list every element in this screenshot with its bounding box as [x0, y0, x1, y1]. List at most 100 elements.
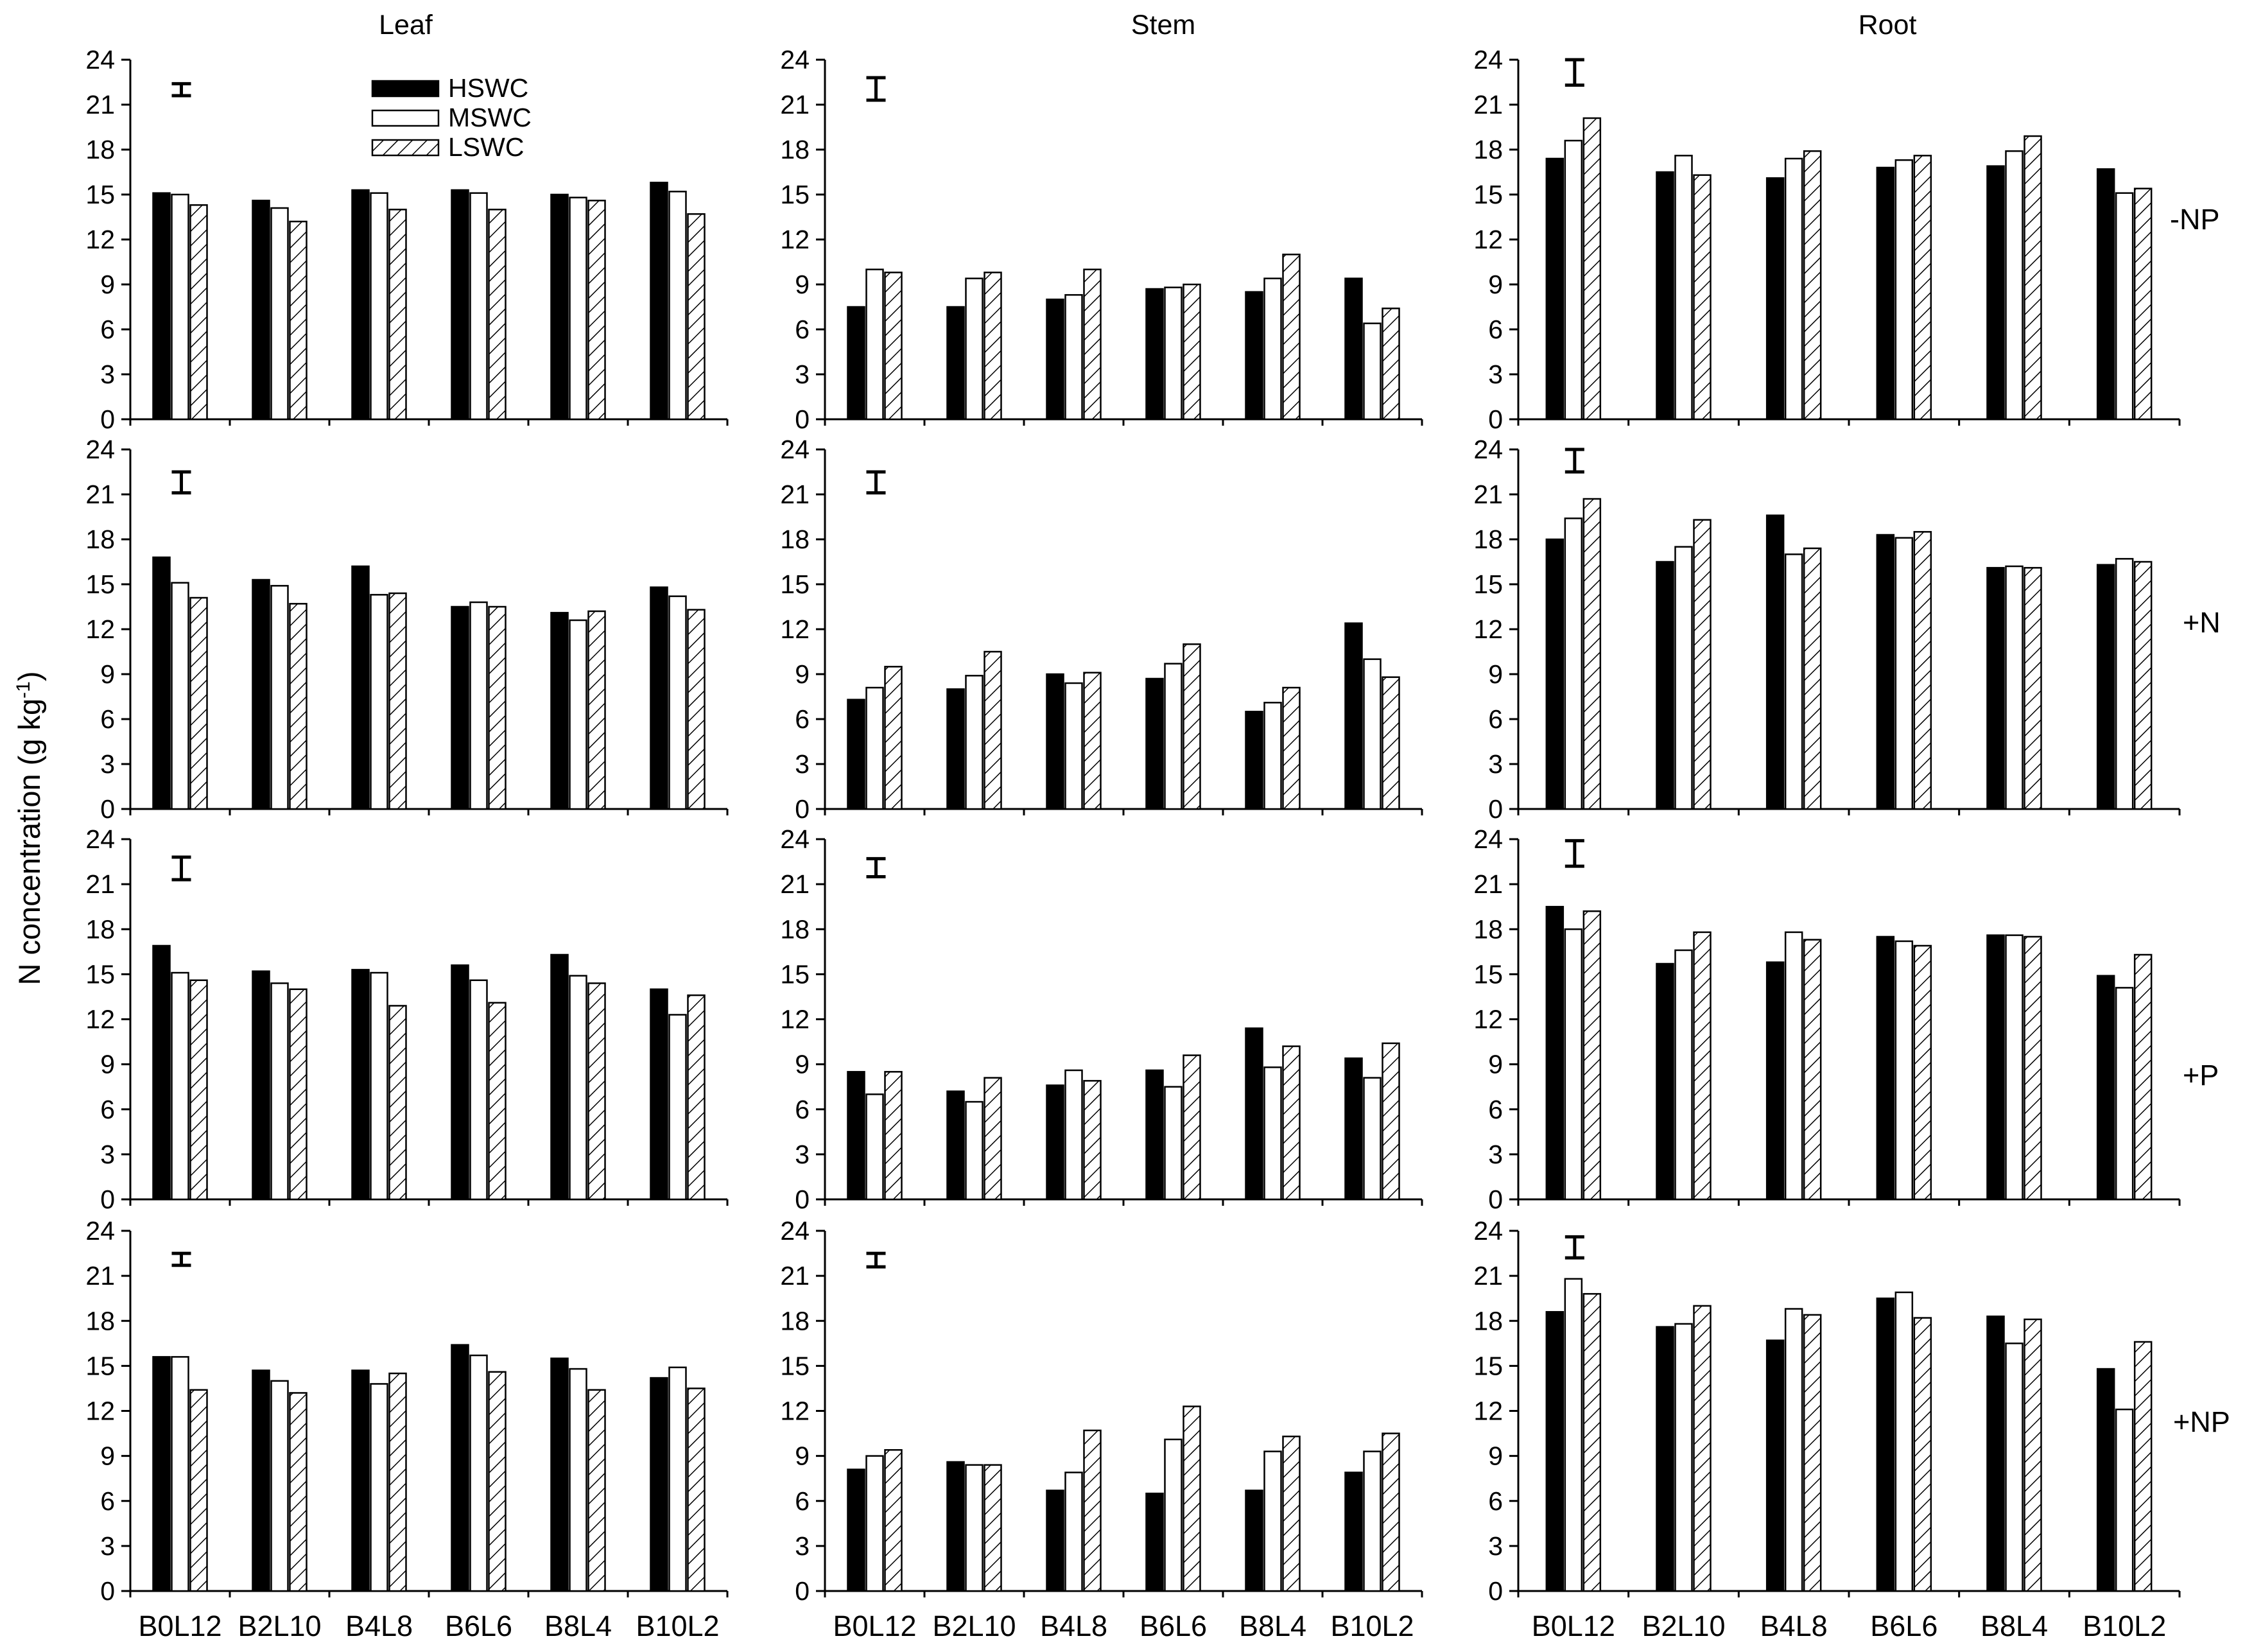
- y-tick-label: 6: [100, 1095, 115, 1124]
- y-tick-label: 21: [1473, 869, 1503, 899]
- bar-lswc-b8l4: [1282, 1435, 1301, 1592]
- y-tick-label: 21: [1473, 480, 1503, 509]
- y-tick-label: 3: [100, 360, 115, 389]
- y-tick-label: 9: [100, 1441, 115, 1471]
- bar-hswc-b4l8: [1046, 299, 1064, 421]
- y-tick-label: 15: [85, 570, 115, 599]
- bar-hswc-b6l6: [1876, 935, 1895, 1201]
- legend-swatch-mswc: [371, 109, 440, 127]
- bar-hswc-b4l8: [351, 1369, 370, 1592]
- y-tick-label: 24: [780, 824, 810, 854]
- bar-mswc-b2l10: [1674, 949, 1693, 1201]
- bar-lswc-b6l6: [1913, 1317, 1932, 1592]
- y-tick-label: 0: [795, 794, 810, 824]
- bar-mswc-b10l2: [2115, 192, 2134, 421]
- y-tick-label: 6: [100, 704, 115, 734]
- bar-mswc-b2l10: [270, 207, 289, 421]
- bar-mswc-b6l6: [1894, 940, 1914, 1201]
- bar-lswc-b0l12: [189, 204, 208, 421]
- bar-hswc-b6l6: [1145, 288, 1164, 421]
- bar-lswc-b6l6: [1183, 283, 1201, 421]
- bar-mswc-b4l8: [1064, 1069, 1083, 1201]
- y-tick-label: 21: [85, 869, 115, 899]
- bar-hswc-b0l12: [152, 944, 171, 1201]
- bar-mswc-b2l10: [965, 1464, 984, 1592]
- bar-lswc-b6l6: [488, 605, 507, 810]
- bar-lswc-b4l8: [388, 1005, 407, 1201]
- y-tick-label: 6: [100, 315, 115, 344]
- panel-root-plus-n: 0 3 6 9 12 15 18 21 24: [1473, 435, 2181, 824]
- bar-mswc-b8l4: [2005, 150, 2024, 421]
- bar-lswc-b0l12: [884, 666, 903, 810]
- bar-mswc-b10l2: [2115, 987, 2134, 1201]
- y-tick-label: 6: [1488, 704, 1503, 734]
- bar-lswc-b4l8: [388, 1372, 407, 1592]
- bar-hswc-b10l2: [1344, 1472, 1363, 1592]
- y-tick-label: 21: [780, 1261, 810, 1291]
- y-tick-label: 3: [1488, 360, 1503, 389]
- bar-hswc-b6l6: [1145, 1492, 1164, 1592]
- bar-mswc-b10l2: [1363, 1077, 1382, 1201]
- bar-lswc-b0l12: [1582, 1292, 1602, 1592]
- y-tick-label: 15: [1473, 1351, 1503, 1380]
- bar-lswc-b4l8: [388, 592, 407, 810]
- bar-lswc-b0l12: [884, 272, 903, 421]
- bar-hswc-b4l8: [1765, 961, 1785, 1201]
- x-tick-label: B2L10: [932, 1610, 1016, 1642]
- bar-lswc-b10l2: [687, 994, 706, 1201]
- x-tick-label: B8L4: [1981, 1610, 2048, 1642]
- y-tick-label: 18: [85, 914, 115, 944]
- bar-lswc-b10l2: [2133, 187, 2153, 421]
- bar-mswc-b8l4: [2005, 934, 2024, 1201]
- bar-lswc-b2l10: [289, 603, 308, 810]
- bar-hswc-b4l8: [1765, 514, 1785, 810]
- bar-mswc-b6l6: [1894, 1291, 1914, 1592]
- bar-lswc-b4l8: [1803, 939, 1822, 1201]
- y-tick-label: 24: [1473, 435, 1503, 464]
- legend-label-hswc: HSWC: [448, 73, 528, 103]
- panel-stem-plus-np: 0 3 6 9 12 15 18 21 24 B0L12 B2L10 B4L8 B6L6 B8L4 B10L…: [780, 1216, 1423, 1642]
- bar-mswc-b8l4: [1263, 1450, 1282, 1592]
- bar-hswc-b6l6: [451, 1344, 469, 1592]
- bar-hswc-b8l4: [1245, 1027, 1263, 1201]
- bar-lswc-b0l12: [189, 596, 208, 810]
- y-tick-label: 18: [780, 914, 810, 944]
- bar-mswc-b6l6: [1164, 1438, 1183, 1592]
- x-tick-label: B2L10: [238, 1610, 321, 1642]
- y-tick-label: 3: [1488, 749, 1503, 779]
- y-tick-label: 12: [1473, 614, 1503, 644]
- bar-mswc-b8l4: [569, 1368, 587, 1592]
- y-tick-label: 15: [85, 180, 115, 209]
- y-tick-label: 15: [780, 1351, 810, 1380]
- bar-mswc-b4l8: [1064, 294, 1083, 421]
- bar-mswc-b2l10: [270, 585, 289, 810]
- y-tick-label: 18: [1473, 1306, 1503, 1335]
- bar-hswc-b0l12: [152, 192, 171, 421]
- bar-hswc-b0l12: [1545, 905, 1565, 1201]
- bar-hswc-b8l4: [1245, 711, 1263, 810]
- bar-hswc-b2l10: [946, 306, 965, 421]
- bar-mswc-b6l6: [469, 192, 488, 421]
- bar-hswc-b0l12: [847, 699, 865, 810]
- bar-hswc-b8l4: [1986, 934, 2005, 1201]
- y-tick-label: 3: [100, 1531, 115, 1561]
- y-tick-label: 9: [1488, 1050, 1503, 1079]
- error-bar: [1565, 448, 1584, 474]
- bar-mswc-b2l10: [1674, 546, 1693, 810]
- bar-hswc-b2l10: [1656, 561, 1674, 810]
- y-tick-label: 0: [100, 1185, 115, 1214]
- bar-hswc-b10l2: [650, 182, 668, 421]
- column-title-root: Root: [1859, 10, 1917, 40]
- bar-lswc-b2l10: [1693, 174, 1712, 421]
- bar-lswc-b10l2: [2133, 1341, 2153, 1592]
- bar-hswc-b10l2: [650, 988, 668, 1201]
- x-tick-label: B10L2: [636, 1610, 719, 1642]
- bar-hswc-b2l10: [1656, 962, 1674, 1201]
- panel-root-plus-np: 0 3 6 9 12 15 18 21 24 B0L12 B2L10 B4L8 B6L6 B8L4 B10L…: [1473, 1216, 2181, 1642]
- y-tick-label: 12: [85, 614, 115, 644]
- bar-mswc-b8l4: [2005, 565, 2024, 810]
- y-tick-label: 24: [780, 1216, 810, 1246]
- y-tick-label: 18: [1473, 914, 1503, 944]
- error-bar: [171, 470, 191, 495]
- x-tick-label: B0L12: [1532, 1610, 1615, 1642]
